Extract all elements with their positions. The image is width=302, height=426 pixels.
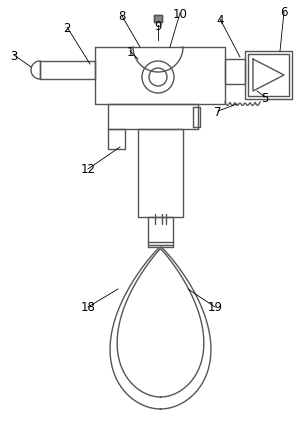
Text: 6: 6 [280,6,288,20]
Text: 5: 5 [261,91,269,104]
Text: 4: 4 [216,14,224,26]
Text: 8: 8 [118,11,126,23]
Text: 9: 9 [154,20,162,32]
Text: 12: 12 [81,163,95,176]
Text: 18: 18 [81,301,95,314]
Text: 3: 3 [10,49,18,62]
Text: 10: 10 [172,8,188,20]
Text: 2: 2 [63,21,71,35]
Text: 7: 7 [214,105,222,118]
Text: 1: 1 [126,46,134,58]
Text: 19: 19 [207,301,223,314]
Bar [154,16,162,23]
